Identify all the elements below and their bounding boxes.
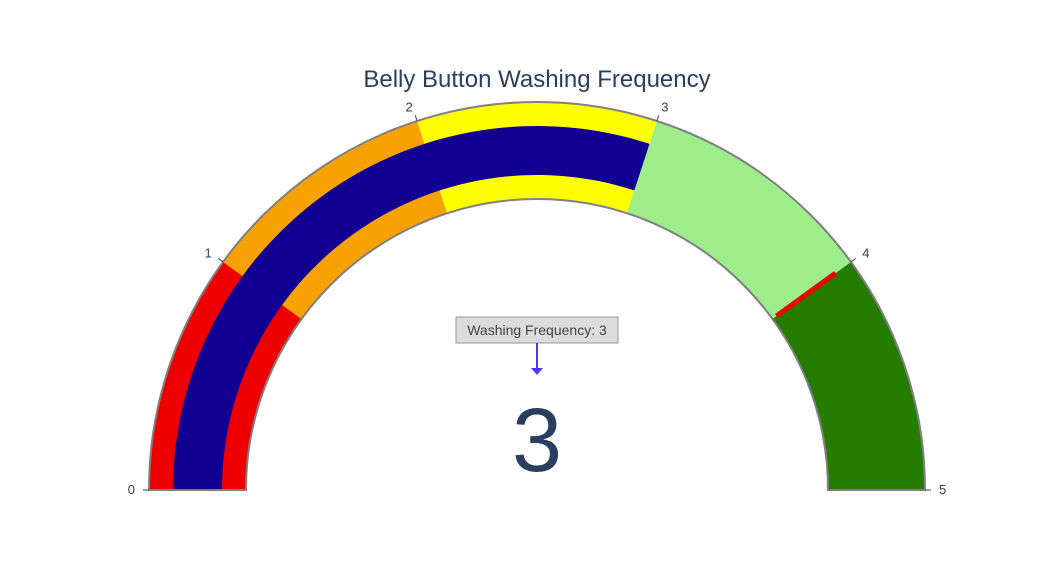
gauge-tick-mark-2	[414, 115, 418, 122]
chart-title: Belly Button Washing Frequency	[363, 66, 710, 93]
gauge-step-3	[626, 120, 851, 319]
gauge-tick-mark-1	[217, 258, 224, 263]
gauge-bar-layer	[173, 125, 650, 491]
gauge-border	[147, 101, 927, 491]
gauge-tick-mark-4	[850, 258, 857, 263]
gauge-threshold-layer	[774, 271, 837, 319]
annotation-text: Washing Frequency: 3	[467, 322, 607, 338]
gauge-tick-label-5: 5	[939, 482, 946, 497]
annotation-box	[455, 316, 619, 344]
gauge-tick-label-2: 2	[406, 100, 413, 115]
gauge-tick-label-3: 3	[661, 100, 668, 115]
annotation: Washing Frequency: 3	[455, 316, 619, 375]
gauge-tick-label-0: 0	[128, 482, 135, 497]
gauge-tick-label-4: 4	[862, 246, 869, 261]
gauge-ticks: 0 1 2 3 4 5	[128, 100, 946, 497]
gauge-threshold-line	[774, 271, 837, 319]
gauge-outline-layer	[147, 101, 927, 491]
gauge-value-bar	[173, 125, 650, 491]
gauge-value: 3	[512, 391, 562, 491]
annotation-arrow-head	[531, 368, 543, 375]
gauge-tick-label-1: 1	[205, 246, 212, 261]
gauge-step-4	[772, 261, 925, 490]
gauge-tick-mark-3	[656, 115, 660, 122]
